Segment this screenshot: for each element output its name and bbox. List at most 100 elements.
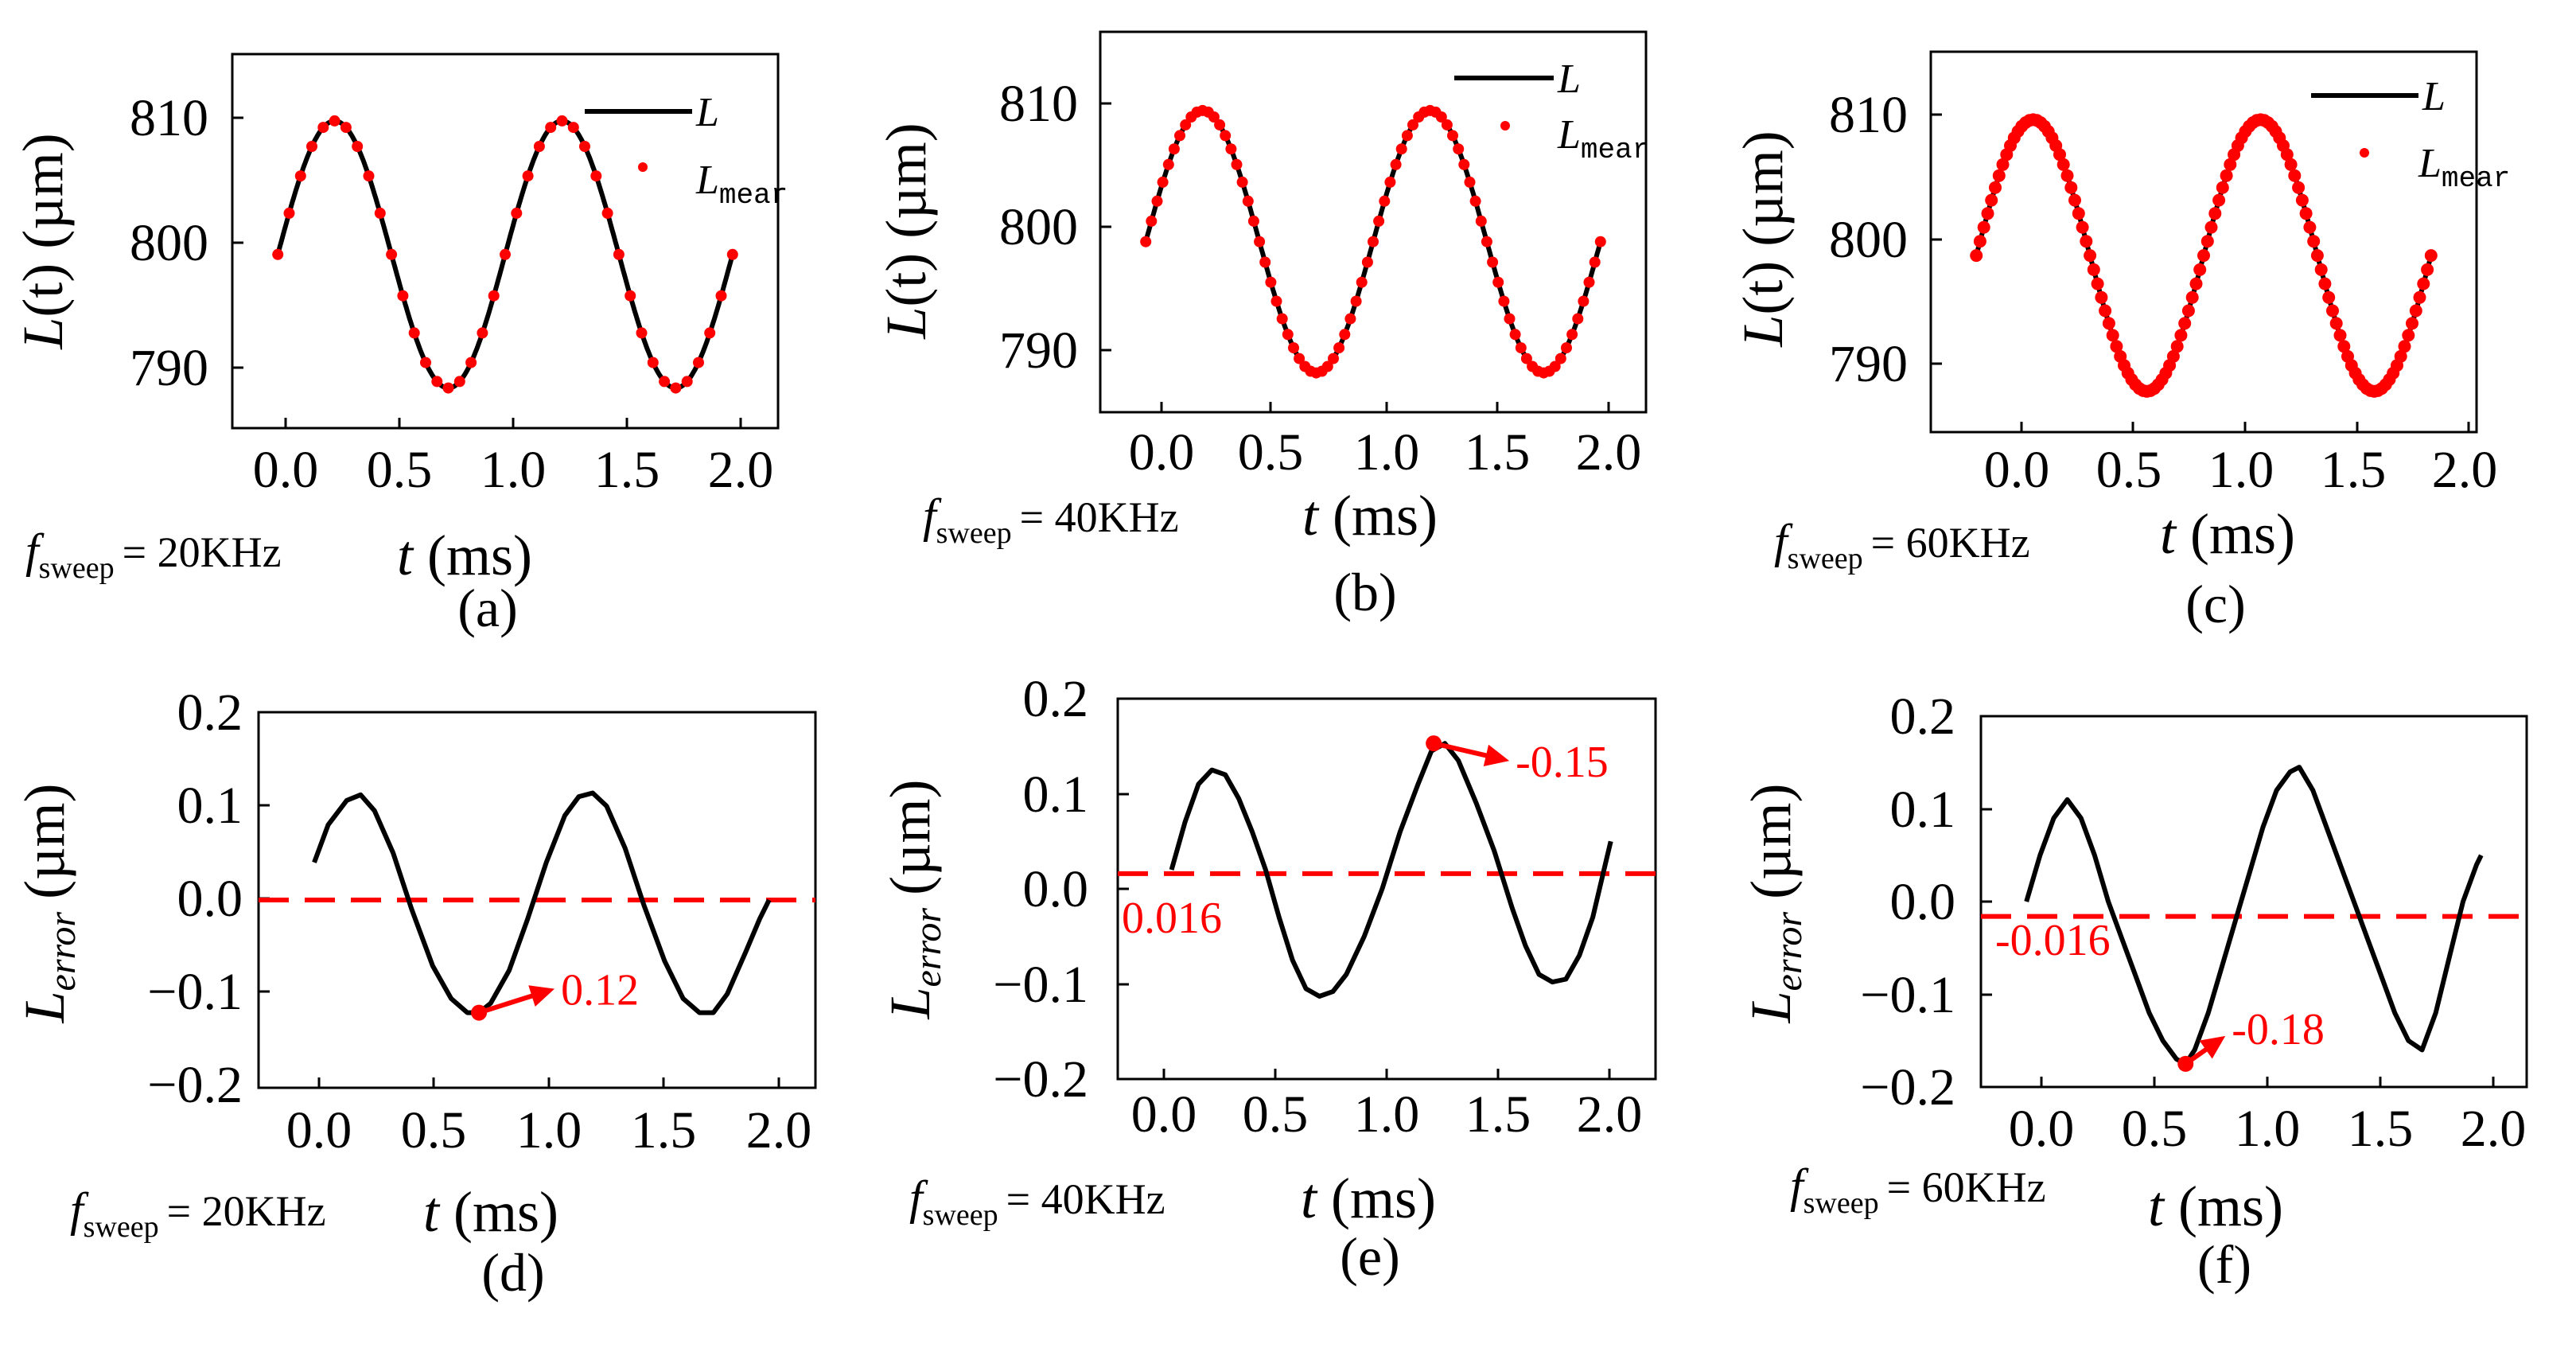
measured-point: [1572, 313, 1584, 325]
legend: L Lmear: [1454, 56, 1649, 166]
x-axis-label: t (ms): [2160, 502, 2295, 566]
measured-point: [670, 382, 682, 394]
measured-point: [2091, 277, 2104, 290]
x-axis-label: t (ms): [1302, 484, 1438, 547]
measured-point: [2057, 158, 2070, 171]
measured-point: [1276, 313, 1288, 325]
measured-point: [352, 141, 364, 152]
measured-point: [1361, 256, 1373, 268]
x-axis-label: t (ms): [397, 524, 532, 587]
panel-label: (e): [1340, 1226, 1399, 1287]
measured-point: [1373, 215, 1385, 227]
x-tick-label: 1.0: [2235, 1100, 2301, 1158]
measured-point: [2288, 169, 2302, 182]
x-tick-label: 0.0: [286, 1101, 352, 1159]
measured-point: [693, 356, 704, 368]
x-ticks: 0.0 0.5 1.0 1.5 2.0: [2009, 1077, 2527, 1158]
measured-point: [2337, 340, 2351, 353]
measured-point: [1151, 195, 1163, 207]
measured-point: [1368, 236, 1379, 247]
measured-point: [2178, 317, 2192, 330]
measured-point: [1401, 130, 1413, 142]
measured-point: [1294, 353, 1306, 364]
measured-point: [1220, 130, 1232, 142]
measured-point: [715, 290, 727, 302]
measured-point: [1231, 158, 1243, 170]
y-ticks: 810 800 790: [1829, 86, 1942, 393]
annotation-label: -0.18: [2232, 1005, 2325, 1054]
x-tick-label: 2.0: [2432, 441, 2498, 499]
measured-point: [533, 141, 545, 152]
measured-point: [1344, 313, 1356, 325]
measured-point: [1174, 130, 1185, 142]
measured-point: [1282, 329, 1294, 341]
measured-point: [1481, 236, 1492, 247]
measured-point: [1384, 176, 1396, 188]
measured-point: [1441, 119, 1453, 131]
y-tick-label: −0.1: [147, 963, 243, 1021]
y-ticks: 810 800 790: [130, 89, 243, 397]
measured-point: [1225, 143, 1237, 155]
y-tick-label: −0.2: [147, 1056, 243, 1114]
x-tick-label: 0.5: [2122, 1100, 2188, 1158]
measured-point: [636, 327, 648, 339]
measured-point: [1395, 143, 1407, 155]
measured-point: [1504, 313, 1516, 325]
measured-point: [1435, 111, 1447, 123]
measured-point: [1970, 249, 1983, 263]
measured-point: [2402, 329, 2415, 342]
measured-point: [374, 207, 386, 219]
x-tick-label: 0.5: [2096, 441, 2162, 499]
measured-point: [1407, 119, 1418, 131]
error-curve: [2024, 765, 2484, 1066]
measured-point: [1140, 236, 1152, 247]
measured-point: [272, 248, 284, 260]
plot-frame: [1099, 30, 1648, 414]
measured-point: [2181, 304, 2195, 318]
measured-point: [1583, 276, 1595, 288]
measured-point: [1356, 276, 1368, 288]
panel-d: 0.2 0.1 0.0 −0.1 −0.2 0.0 0.5 1.0 1.5 2.…: [13, 684, 817, 1303]
measured-point: [556, 115, 568, 127]
measured-point: [2406, 317, 2418, 330]
x-axis-label: t (ms): [1301, 1167, 1436, 1230]
annotation-arrowhead: [1483, 744, 1510, 767]
measured-point: [1487, 256, 1499, 268]
y-ticks: 0.2 0.1 0.0 −0.1 −0.2: [1860, 688, 1992, 1116]
condition-label: fsweep = 40KHz: [923, 489, 1179, 550]
y-tick-label: 0.1: [1890, 781, 1956, 839]
panel-a: 810 800 790 0.0 0.5 1.0 1.5 2.0 L(t) (µm…: [11, 53, 788, 638]
y-tick-label: 800: [1829, 211, 1908, 269]
measured-point: [1515, 342, 1527, 354]
y-ticks: 0.2 0.1 0.0 −0.1 −0.2: [147, 684, 270, 1114]
measured-point: [511, 207, 523, 219]
measured-point: [2322, 290, 2336, 304]
measured-point: [2398, 340, 2411, 353]
y-tick-label: −0.1: [993, 956, 1088, 1014]
x-tick-label: 1.5: [1465, 423, 1531, 481]
y-tick-label: 0.2: [1023, 670, 1089, 728]
x-tick-label: 0.0: [2009, 1100, 2075, 1158]
x-tick-label: 2.0: [2461, 1100, 2527, 1158]
y-tick-label: 790: [130, 339, 208, 397]
condition-label: fsweep = 60KHz: [1774, 515, 2030, 575]
measured-point: [2292, 181, 2306, 194]
measured-point: [601, 207, 613, 219]
condition-label: fsweep = 60KHz: [1790, 1159, 2046, 1220]
measured-point: [681, 376, 693, 388]
measured-point: [1242, 195, 1254, 207]
measured-point: [2284, 158, 2298, 171]
measured-point: [1973, 235, 1986, 248]
x-axis-label: t (ms): [2148, 1175, 2283, 1238]
measured-point: [2329, 317, 2343, 330]
measured-point: [1566, 329, 1578, 341]
measured-point: [1458, 158, 1470, 170]
y-axis-label: L(t) (µm): [1731, 131, 1795, 347]
measured-point: [590, 170, 602, 182]
measured-point: [1492, 276, 1504, 288]
measured-point: [2307, 235, 2321, 248]
measured-point: [1509, 329, 1521, 341]
x-axis-label: t (ms): [423, 1180, 558, 1244]
measured-point: [283, 207, 295, 219]
measured-point: [1594, 236, 1606, 247]
